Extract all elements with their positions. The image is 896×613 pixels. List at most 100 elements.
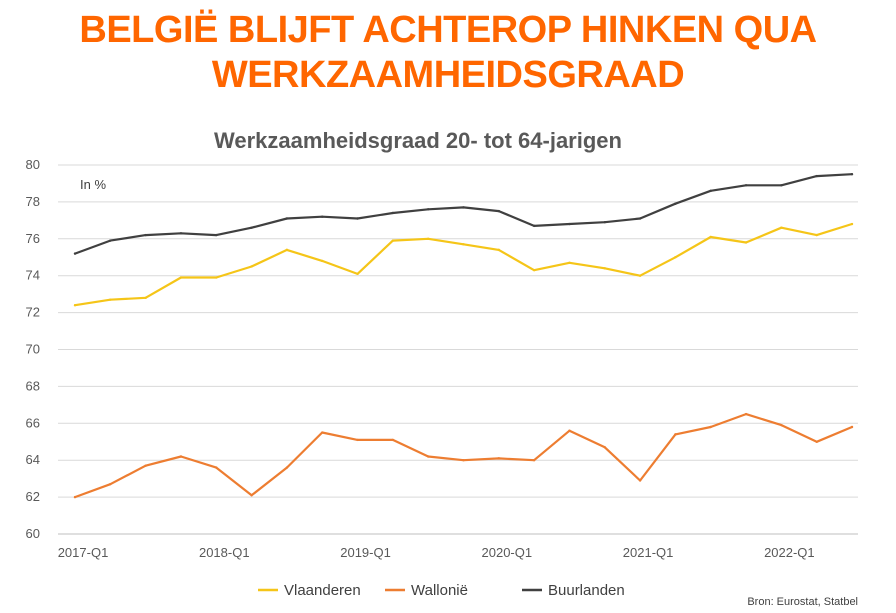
y-axis-ticks: 60 62 64 66 68 70 72 74 76 78 80 <box>26 157 40 541</box>
data-point <box>568 222 571 226</box>
data-point <box>285 248 289 252</box>
data-point <box>215 466 218 469</box>
y-tick-label: 66 <box>26 415 40 430</box>
data-point <box>179 455 183 458</box>
data-point <box>674 202 677 205</box>
data-point <box>215 233 218 237</box>
data-point <box>321 215 324 218</box>
data-point <box>73 495 77 499</box>
x-tick-label: 2017-Q1 <box>58 545 109 560</box>
data-point <box>603 220 606 224</box>
gridlines <box>58 164 858 535</box>
data-point <box>462 243 465 246</box>
data-point <box>250 494 253 497</box>
data-point <box>285 217 289 220</box>
data-point <box>426 237 430 240</box>
legend-label: Buurlanden <box>548 582 625 599</box>
data-point <box>391 239 395 242</box>
data-point <box>250 265 253 268</box>
x-tick-label: 2019-Q1 <box>340 545 391 560</box>
data-point <box>497 248 501 252</box>
data-point <box>780 184 783 187</box>
data-point <box>250 226 253 229</box>
data-point <box>285 466 289 469</box>
y-tick-label: 60 <box>26 526 40 541</box>
data-point <box>780 226 783 229</box>
x-axis-ticks: 2017-Q1 2018-Q1 2019-Q1 2020-Q1 2021-Q1 2022-… <box>58 545 815 560</box>
data-point <box>744 412 748 416</box>
data-point <box>532 224 536 228</box>
data-point <box>532 268 536 272</box>
data-point <box>709 189 712 193</box>
data-point <box>603 446 606 449</box>
data-point <box>144 233 147 237</box>
y-tick-label: 74 <box>26 268 40 283</box>
data-point <box>674 433 677 436</box>
data-point <box>532 459 536 462</box>
data-point <box>638 217 642 220</box>
data-point <box>109 239 112 242</box>
data-point <box>109 482 112 486</box>
x-tick-label: 2021-Q1 <box>623 545 674 560</box>
data-point <box>744 184 748 187</box>
data-point <box>215 276 218 279</box>
data-point <box>709 235 712 239</box>
headline: BELGIË BLIJFT ACHTEROP HINKEN QUA WERKZA… <box>0 8 896 98</box>
data-point <box>638 274 642 277</box>
headline-line-2: WERKZAAMHEIDSGRAAD <box>211 54 685 96</box>
data-point <box>497 457 501 460</box>
data-point <box>850 425 854 429</box>
data-point <box>462 459 465 462</box>
y-tick-label: 62 <box>26 489 40 504</box>
data-point <box>780 423 783 427</box>
data-point <box>356 272 359 276</box>
data-point <box>426 208 430 211</box>
y-tick-label: 76 <box>26 231 40 246</box>
data-point <box>391 211 395 215</box>
data-point <box>674 256 677 259</box>
data-point <box>568 261 571 264</box>
data-point <box>109 298 112 301</box>
data-point <box>815 233 818 237</box>
series-lines <box>73 173 854 499</box>
data-point <box>462 206 465 209</box>
data-point <box>144 296 147 300</box>
data-point <box>638 479 642 482</box>
data-point <box>179 276 183 279</box>
data-point <box>709 425 712 429</box>
x-tick-label: 2020-Q1 <box>482 545 533 560</box>
headline-line-1: BELGIË BLIJFT ACHTEROP HINKEN QUA <box>79 9 817 51</box>
y-tick-label: 64 <box>26 452 40 467</box>
series-line-walloni- <box>73 413 854 499</box>
data-point <box>744 241 748 244</box>
data-point <box>356 438 359 442</box>
data-point <box>850 173 854 176</box>
y-tick-label: 70 <box>26 342 40 357</box>
data-point <box>144 464 147 467</box>
legend-label: Vlaanderen <box>284 582 361 599</box>
data-point <box>815 174 818 178</box>
data-point <box>426 455 430 458</box>
legend-label: Wallonië <box>411 582 468 599</box>
data-point <box>179 232 183 235</box>
data-point <box>356 217 359 220</box>
x-tick-label: 2022-Q1 <box>764 545 815 560</box>
data-point <box>568 429 571 432</box>
data-point <box>497 209 501 213</box>
series-line-vlaanderen <box>73 222 854 307</box>
data-point <box>73 252 77 255</box>
data-point <box>603 267 606 270</box>
x-tick-label: 2018-Q1 <box>199 545 250 560</box>
legend: Vlaanderen Wallonië Buurlanden <box>258 582 625 599</box>
y-tick-label: 78 <box>26 194 40 209</box>
y-tick-label: 72 <box>26 305 40 320</box>
source-note: Bron: Eurostat, Statbel <box>747 596 858 608</box>
data-point <box>321 431 324 434</box>
data-point <box>321 259 324 263</box>
y-tick-label: 68 <box>26 378 40 393</box>
data-point <box>815 440 818 443</box>
data-point <box>850 222 854 226</box>
data-point <box>391 438 395 442</box>
data-point <box>73 304 77 307</box>
